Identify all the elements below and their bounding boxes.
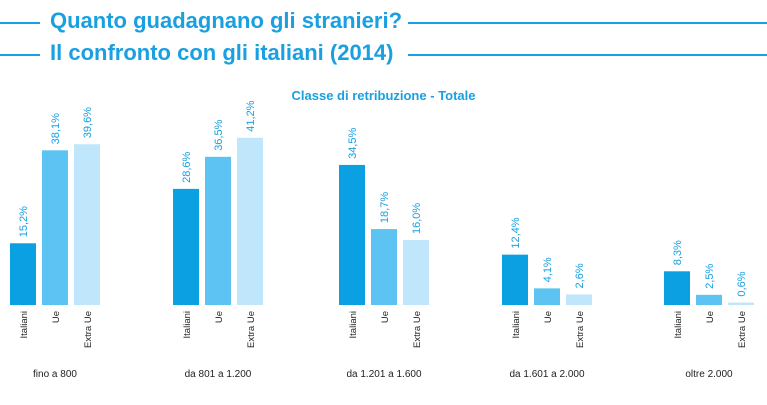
data-label-1-0: 28,6% — [181, 151, 193, 182]
series-tick-label-0-1: Ue — [51, 311, 62, 323]
bar-4-0 — [664, 271, 690, 305]
bar-1-2 — [237, 137, 263, 305]
data-label-3-1: 4,1% — [542, 257, 554, 282]
bar-3-0 — [502, 254, 528, 305]
bar-0-0 — [10, 243, 36, 305]
series-tick-label-3-0: Italiani — [511, 311, 522, 338]
series-tick-label-1-1: Ue — [214, 311, 225, 323]
bar-1-0 — [173, 188, 199, 305]
title-rule-left-2 — [0, 54, 40, 56]
series-tick-label-3-2: Extra Ue — [575, 311, 586, 348]
bar-0-2 — [74, 144, 100, 305]
data-label-1-2: 41,2% — [245, 100, 257, 131]
bar-1-1 — [205, 156, 231, 305]
series-tick-label-1-0: Italiani — [182, 311, 193, 338]
data-label-1-1: 36,5% — [213, 119, 225, 150]
category-label-1: da 801 a 1.200 — [185, 369, 252, 380]
chart-title-line-1: Quanto guadagnano gli stranieri? — [50, 8, 403, 33]
series-tick-label-0-0: Italiani — [19, 311, 30, 338]
category-label-3: da 1.601 a 2.000 — [509, 369, 585, 380]
chart-title-line-2: Il confronto con gli italiani (2014) — [50, 40, 394, 65]
series-tick-label-4-0: Italiani — [673, 311, 684, 338]
series-tick-label-2-1: Ue — [380, 311, 391, 323]
data-label-2-0: 34,5% — [347, 128, 359, 159]
series-tick-label-4-1: Ue — [705, 311, 716, 323]
title-rule-right-2 — [408, 54, 767, 56]
series-tick-label-3-1: Ue — [543, 311, 554, 323]
data-label-4-1: 2,5% — [704, 264, 716, 289]
data-label-3-2: 2,6% — [574, 263, 586, 288]
chart-subtitle: Classe di retribuzione - Totale — [291, 88, 476, 103]
category-label-4: oltre 2.000 — [685, 369, 733, 380]
bar-2-0 — [339, 164, 365, 305]
series-tick-label-4-2: Extra Ue — [737, 311, 748, 348]
bar-3-2 — [566, 294, 592, 305]
bar-4-1 — [696, 294, 722, 305]
bar-0-1 — [42, 150, 68, 305]
bar-3-1 — [534, 288, 560, 305]
data-label-0-1: 38,1% — [50, 113, 62, 144]
data-label-4-2: 0,6% — [736, 271, 748, 296]
category-label-2: da 1.201 a 1.600 — [346, 369, 422, 380]
data-label-2-2: 16,0% — [411, 203, 423, 234]
title-rule-left-1 — [0, 22, 40, 24]
data-label-0-2: 39,6% — [82, 107, 94, 138]
bar-4-2 — [728, 302, 754, 305]
series-tick-label-1-2: Extra Ue — [246, 311, 257, 348]
bar-2-2 — [403, 240, 429, 305]
data-label-3-0: 12,4% — [510, 217, 522, 248]
bar-2-1 — [371, 229, 397, 305]
data-label-0-0: 15,2% — [18, 206, 30, 237]
title-rule-right-1 — [408, 22, 767, 24]
series-tick-label-2-2: Extra Ue — [412, 311, 423, 348]
category-label-0: fino a 800 — [33, 369, 77, 380]
data-label-2-1: 18,7% — [379, 192, 391, 223]
series-tick-label-2-0: Italiani — [348, 311, 359, 338]
series-tick-label-0-2: Extra Ue — [83, 311, 94, 348]
data-label-4-0: 8,3% — [672, 240, 684, 265]
